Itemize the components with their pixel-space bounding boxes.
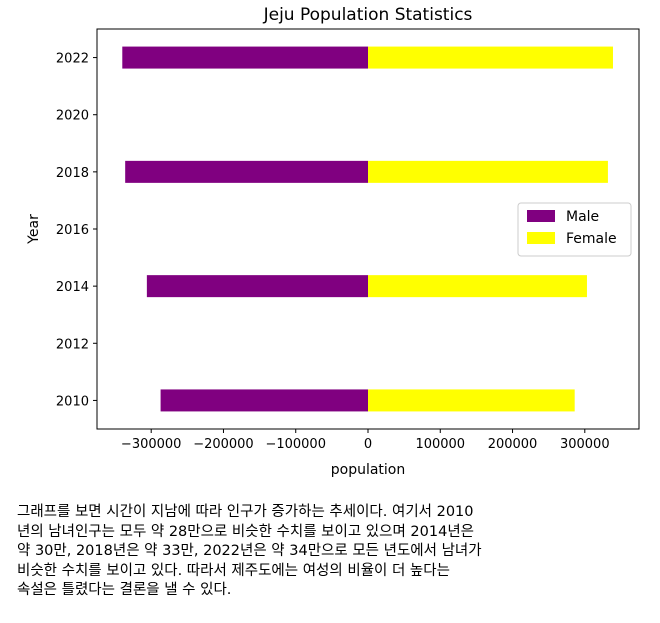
y-axis-title: Year — [26, 214, 42, 245]
legend-swatch-female — [527, 232, 555, 244]
bar-male-2018 — [125, 160, 369, 183]
caption-line: 년의 남녀인구는 모두 약 28만으로 비슷한 수치를 보이고 있으며 2014… — [17, 523, 475, 540]
bar-male-2014 — [146, 275, 368, 298]
caption-line: 그래프를 보면 시간이 지남에 따라 인구가 증가하는 추세이다. 여기서 20… — [17, 504, 474, 520]
bar-male-2010 — [160, 389, 368, 412]
y-axis-ticks: 2010 2012 2014 2016 2018 2020 2022 — [56, 52, 97, 409]
x-tick-label: −200000 — [193, 437, 254, 452]
bar-male-2022 — [122, 46, 368, 69]
x-tick-label: 200000 — [488, 437, 538, 452]
y-tick-label: 2010 — [56, 394, 89, 409]
legend-label-male: Male — [566, 209, 599, 225]
caption-text: 그래프를 보면 시간이 지남에 따라 인구가 증가하는 추세이다. 여기서 20… — [17, 503, 647, 601]
y-tick-label: 2014 — [56, 280, 89, 295]
bar-female-2018 — [368, 160, 608, 183]
x-tick-label: −100000 — [265, 437, 326, 452]
x-tick-label: 300000 — [560, 437, 610, 452]
legend-swatch-male — [527, 210, 555, 222]
bar-female-2022 — [368, 46, 613, 69]
x-axis-title: population — [331, 462, 406, 478]
population-chart: Jeju Population Statistics −300000 −20000… — [26, 5, 640, 478]
bar-female-2014 — [368, 275, 587, 298]
y-tick-label: 2016 — [56, 223, 89, 238]
y-tick-label: 2018 — [56, 166, 89, 181]
y-tick-label: 2022 — [56, 52, 89, 67]
x-tick-label: −300000 — [121, 437, 182, 452]
x-tick-label: 0 — [364, 437, 372, 452]
legend: Male Female — [517, 202, 632, 257]
caption-line: 속설은 틀렸다는 결론을 낼 수 있다. — [17, 582, 232, 598]
x-axis-ticks: −300000 −200000 −100000 0 100000 200000 300000 — [121, 429, 610, 452]
chart-title: Jeju Population Statistics — [263, 5, 473, 25]
caption-line: 약 30만, 2018년은 약 33만, 2022년은 약 34만으로 모든 년… — [17, 543, 482, 559]
bar-female-2010 — [368, 389, 575, 412]
y-tick-label: 2020 — [56, 109, 89, 124]
x-tick-label: 100000 — [415, 437, 465, 452]
caption-line: 비슷한 수치를 보이고 있다. 따라서 제주도에는 여성의 비율이 더 높다는 — [17, 562, 450, 579]
legend-label-female: Female — [566, 231, 617, 247]
bars-group — [122, 46, 613, 412]
y-tick-label: 2012 — [56, 337, 89, 352]
